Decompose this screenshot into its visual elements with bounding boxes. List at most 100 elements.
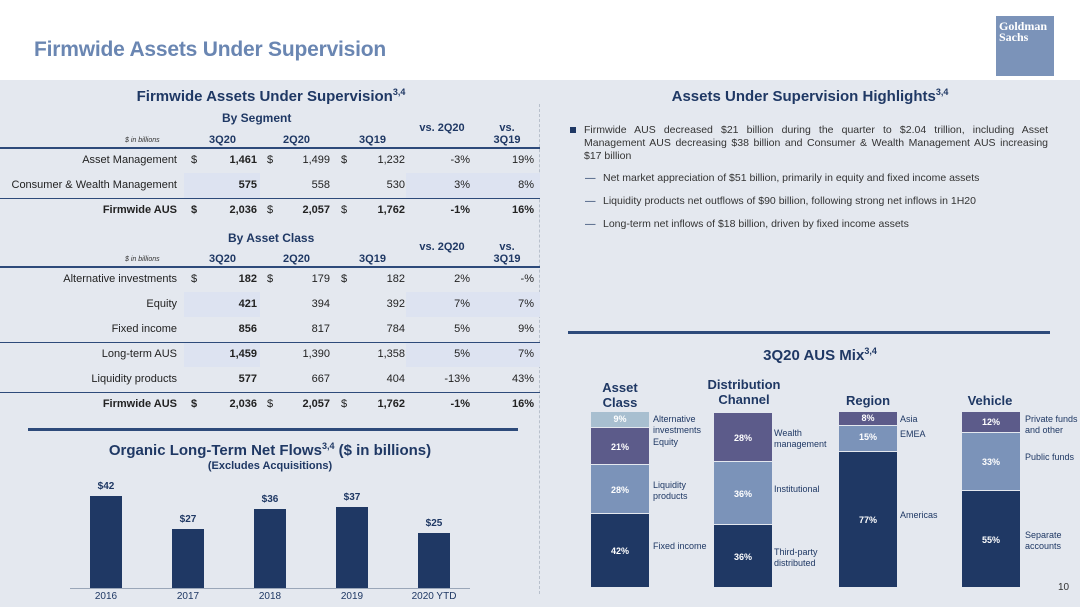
highlight-sub-2: Liquidity products net outflows of $90 b… xyxy=(603,195,976,207)
flow-category-label: 2017 xyxy=(176,591,200,602)
value-3q20: 182 xyxy=(238,273,257,285)
mix-segment: 77% xyxy=(839,452,897,587)
currency-3q19: $ xyxy=(341,398,348,410)
currency-3q19: $ xyxy=(341,154,348,166)
value-vs-3q19: -% xyxy=(520,273,534,285)
value-2q20: 817 xyxy=(311,323,330,335)
dash-icon: — xyxy=(585,172,596,184)
row-label: Fixed income xyxy=(111,323,177,335)
mix-label: Equity xyxy=(653,437,679,447)
table-row: Asset Management $1,461 1,499 1,232 -3% 19% $ $ xyxy=(0,148,540,173)
mix-segment: 9% xyxy=(591,412,649,427)
mix-header: Region xyxy=(845,393,891,408)
table-rule xyxy=(0,198,540,199)
col-3q19-2: 3Q19 xyxy=(359,253,386,265)
value-3q20: 421 xyxy=(238,298,257,310)
flow-bar xyxy=(90,496,122,588)
currency-3q20: $ xyxy=(191,154,198,166)
col-3q19: 3Q19 xyxy=(359,134,386,146)
flow-value-label: $27 xyxy=(179,514,197,525)
section-rule-right xyxy=(568,331,1050,334)
flow-bar xyxy=(172,529,204,588)
table-row: Liquidity products 577 667 404 -13% 43% xyxy=(0,367,540,392)
highlights-main: Firmwide AUS decreased $21 billion durin… xyxy=(584,124,1048,162)
mix-segment: 8% xyxy=(839,412,897,425)
by-asset-class-header: By Asset Class xyxy=(228,231,315,245)
value-3q20: 577 xyxy=(238,373,257,385)
value-3q20: 575 xyxy=(238,179,257,191)
row-shade xyxy=(406,173,540,198)
value-3q19: 784 xyxy=(386,323,405,335)
currency-3q20: $ xyxy=(191,204,198,216)
value-vs-2q20: 3% xyxy=(454,179,470,191)
value-vs-3q19: 43% xyxy=(511,373,534,385)
flows-subtitle: (Excludes Acquisitions) xyxy=(207,460,333,472)
mix-segment: 55% xyxy=(962,491,1020,587)
mix-label: Private funds and other xyxy=(1025,414,1078,435)
content-area xyxy=(0,80,1080,607)
bullet-square-icon xyxy=(570,127,576,133)
flow-bar xyxy=(254,509,286,588)
table-rule xyxy=(0,342,540,343)
col-vs-2q20-2: vs. 2Q20 xyxy=(419,241,465,253)
mix-label: Third-party distributed xyxy=(774,547,818,568)
mix-segment: 36% xyxy=(714,462,772,524)
value-3q20: 856 xyxy=(238,323,257,335)
row-label: Firmwide AUS xyxy=(102,204,177,216)
value-2q20: 394 xyxy=(311,298,330,310)
value-3q19: 404 xyxy=(386,373,405,385)
flow-axis xyxy=(70,588,470,589)
value-vs-3q19: 16% xyxy=(511,398,534,410)
value-3q19: 530 xyxy=(386,179,405,191)
units-label: $ in billions xyxy=(125,137,160,144)
flow-value-label: $42 xyxy=(97,481,115,492)
flow-bar xyxy=(418,533,450,588)
row-label: Firmwide AUS xyxy=(102,398,177,410)
flow-bar xyxy=(336,507,368,588)
mix-header: Vehicle xyxy=(967,393,1013,408)
mix-label: EMEA xyxy=(900,429,926,439)
mix-segment: 21% xyxy=(591,428,649,464)
row-label: Long-term AUS xyxy=(101,348,177,360)
value-3q19: 392 xyxy=(386,298,405,310)
currency-3q19: $ xyxy=(341,204,348,216)
mix-label: Asia xyxy=(900,414,918,424)
table-row: Long-term AUS 1,459 1,390 1,358 5% 7% xyxy=(0,342,540,367)
table-rule xyxy=(0,392,540,393)
flow-value-label: $25 xyxy=(425,518,443,529)
mix-segment: 28% xyxy=(714,413,772,461)
value-vs-2q20: -3% xyxy=(450,154,470,166)
col-3q20: 3Q20 xyxy=(209,134,236,146)
col-3q20-2: 3Q20 xyxy=(209,253,236,265)
mix-label: Institutional xyxy=(774,484,820,494)
mix-segment: 33% xyxy=(962,433,1020,490)
flow-category-label: 2019 xyxy=(340,591,364,602)
mix-header: Asset Class xyxy=(602,380,638,410)
highlights-title: Assets Under Supervision Highlights3,4 xyxy=(671,87,949,105)
flow-category-label: 2016 xyxy=(94,591,118,602)
table-rule xyxy=(0,147,540,149)
value-3q20: 1,459 xyxy=(229,348,257,360)
currency-3q20: $ xyxy=(191,398,198,410)
value-vs-2q20: -1% xyxy=(450,398,470,410)
row-label: Liquidity products xyxy=(91,373,177,385)
highlight-sub-3: Long-term net inflows of $18 billion, dr… xyxy=(603,218,909,230)
value-vs-2q20: 2% xyxy=(454,273,470,285)
value-vs-3q19: 7% xyxy=(518,298,534,310)
value-3q20: 2,036 xyxy=(229,398,257,410)
mix-label: Alternative investments xyxy=(653,414,702,435)
value-3q20: 1,461 xyxy=(229,154,257,166)
row-label: Equity xyxy=(146,298,177,310)
col-vs-2q20: vs. 2Q20 xyxy=(419,122,465,134)
table-row: Alternative investments $182 179 182 2% -% $ $ xyxy=(0,267,540,292)
value-vs-3q19: 7% xyxy=(518,348,534,360)
row-label: Alternative investments xyxy=(63,273,177,285)
mix-title: 3Q20 AUS Mix3,4 xyxy=(763,346,877,364)
col-2q20: 2Q20 xyxy=(283,134,310,146)
flow-category-label: 2020 YTD xyxy=(411,591,457,602)
col-vs-3q19: vs. 3Q19 xyxy=(493,122,521,146)
value-vs-3q19: 8% xyxy=(518,179,534,191)
value-3q19: 182 xyxy=(386,273,405,285)
value-vs-2q20: -13% xyxy=(444,373,470,385)
mix-segment: 28% xyxy=(591,465,649,513)
